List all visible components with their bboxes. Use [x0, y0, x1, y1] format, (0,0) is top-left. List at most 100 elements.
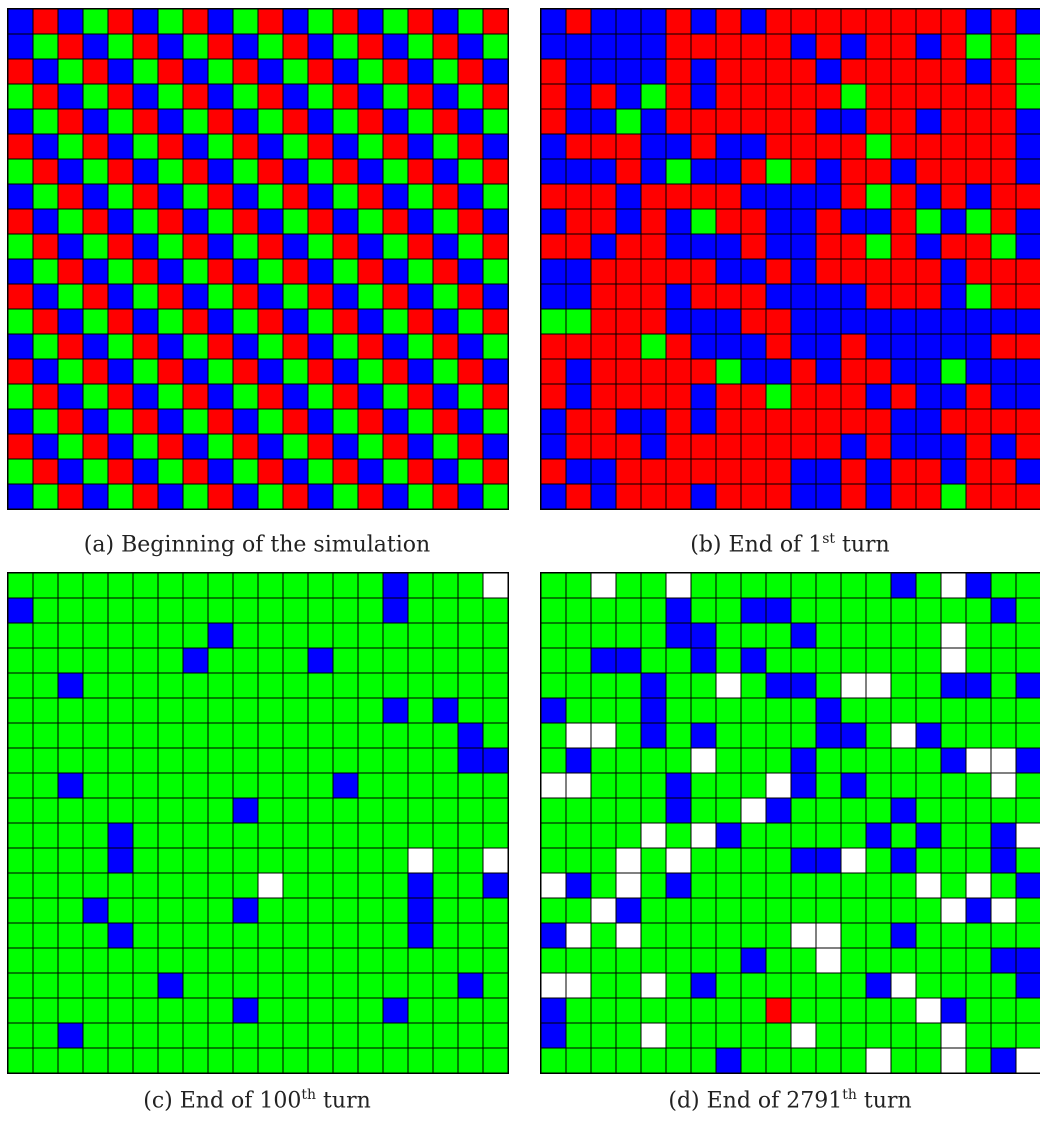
- cell: [690, 283, 717, 310]
- cell: [82, 697, 109, 724]
- cell: [407, 647, 434, 674]
- cell: [32, 947, 59, 974]
- cell: [107, 597, 134, 624]
- cell: [8, 308, 34, 335]
- cell: [32, 483, 59, 509]
- cell: [307, 208, 334, 235]
- cell: [690, 597, 717, 624]
- cell: [590, 483, 617, 509]
- cell: [357, 872, 384, 899]
- cell: [182, 847, 209, 874]
- cell: [432, 822, 459, 849]
- cell: [890, 83, 917, 110]
- cell: [690, 672, 717, 699]
- cell: [432, 747, 459, 774]
- cell: [865, 697, 892, 724]
- cell: [257, 622, 284, 649]
- cell: [541, 33, 567, 60]
- cell: [207, 772, 234, 799]
- cell: [257, 58, 284, 85]
- cell: [940, 133, 967, 160]
- cell: [541, 333, 567, 360]
- cell: [815, 283, 842, 310]
- cell: [8, 772, 34, 799]
- cell: [990, 383, 1017, 410]
- cell: [307, 872, 334, 899]
- cell: [541, 458, 567, 485]
- cell: [665, 1047, 692, 1073]
- cell: [890, 622, 917, 649]
- cell: [82, 33, 109, 60]
- cell: [965, 83, 992, 110]
- cell: [915, 383, 942, 410]
- cell: [357, 9, 384, 35]
- cell: [382, 483, 409, 509]
- cell: [615, 797, 642, 824]
- cell: [615, 133, 642, 160]
- cell: [457, 83, 484, 110]
- cell: [790, 897, 817, 924]
- cell: [232, 872, 259, 899]
- cell: [1015, 922, 1040, 949]
- cell: [915, 58, 942, 85]
- cell: [565, 647, 592, 674]
- cell: [715, 133, 742, 160]
- cell: [482, 972, 508, 999]
- cell: [32, 647, 59, 674]
- cell: [965, 283, 992, 310]
- cell: [82, 83, 109, 110]
- cell: [865, 997, 892, 1024]
- cell: [407, 133, 434, 160]
- cell: [565, 872, 592, 899]
- cell: [541, 872, 567, 899]
- cell: [157, 83, 184, 110]
- cell: [740, 283, 767, 310]
- cell: [332, 622, 359, 649]
- cell: [840, 697, 867, 724]
- cell: [307, 108, 334, 135]
- cell: [57, 872, 84, 899]
- cell: [690, 722, 717, 749]
- cell: [132, 9, 159, 35]
- cell: [865, 747, 892, 774]
- cell: [765, 1022, 792, 1049]
- cell: [965, 233, 992, 260]
- cell: [890, 1047, 917, 1073]
- cell: [57, 972, 84, 999]
- cell: [790, 383, 817, 410]
- cell: [307, 573, 334, 599]
- cell: [257, 83, 284, 110]
- cell: [915, 747, 942, 774]
- cell: [132, 822, 159, 849]
- cell: [665, 158, 692, 185]
- cell: [715, 458, 742, 485]
- cell: [790, 597, 817, 624]
- cell: [590, 822, 617, 849]
- cell: [382, 83, 409, 110]
- cell: [282, 1022, 309, 1049]
- cell: [207, 108, 234, 135]
- cell: [665, 383, 692, 410]
- cell: [1015, 133, 1040, 160]
- cell: [457, 183, 484, 210]
- cell: [57, 647, 84, 674]
- cell: [407, 408, 434, 435]
- cell: [482, 622, 508, 649]
- cell: [890, 922, 917, 949]
- cell: [765, 233, 792, 260]
- cell: [307, 1022, 334, 1049]
- cell: [965, 647, 992, 674]
- cell: [82, 997, 109, 1024]
- cell: [715, 208, 742, 235]
- cell: [915, 308, 942, 335]
- cell: [790, 797, 817, 824]
- cell: [132, 433, 159, 460]
- cell: [1015, 822, 1040, 849]
- cell: [307, 233, 334, 260]
- cell: [590, 133, 617, 160]
- cell: [940, 897, 967, 924]
- cell: [132, 772, 159, 799]
- cell: [790, 33, 817, 60]
- cell: [332, 697, 359, 724]
- cell: [432, 872, 459, 899]
